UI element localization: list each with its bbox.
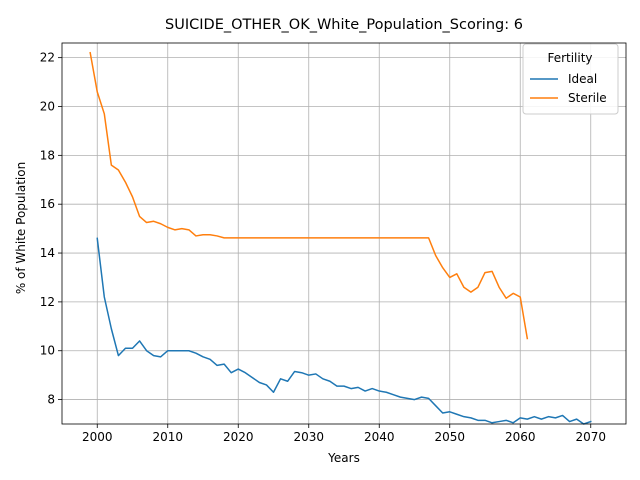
x-tick-label: 2020 (223, 430, 254, 444)
x-tick-label: 2000 (82, 430, 113, 444)
series-line-sterile (89, 51, 529, 340)
y-tick-label: 10 (40, 344, 55, 358)
y-tick-label: 12 (40, 295, 55, 309)
y-tick-label: 22 (40, 51, 55, 65)
y-tick-label: 20 (40, 100, 55, 114)
axis-ticks: 2000 2010 2020 2030 2040 2050 2060 2070 8 10 12 14 1… (40, 51, 606, 444)
x-tick-label: 2060 (505, 430, 536, 444)
y-tick-label: 16 (40, 197, 55, 211)
legend-title: Fertility (547, 51, 592, 65)
legend-label-sterile: Sterile (568, 91, 607, 105)
series-line-ideal (96, 237, 592, 425)
legend-label-ideal: Ideal (568, 72, 597, 86)
x-tick-label: 2040 (364, 430, 395, 444)
x-tick-label: 2010 (152, 430, 183, 444)
chart-title: SUICIDE_OTHER_OK_White_Population_Scorin… (165, 17, 523, 33)
x-tick-label: 2070 (575, 430, 606, 444)
series-lines (89, 51, 592, 425)
plot-frame (61, 42, 627, 425)
x-axis-label: Years (327, 451, 360, 465)
legend-box (522, 43, 619, 115)
y-tick-label: 18 (40, 148, 55, 162)
legend: Fertility Ideal Sterile (522, 43, 619, 115)
y-axis-label: % of White Population (14, 162, 28, 294)
y-tick-label: 14 (40, 246, 55, 260)
x-tick-label: 2030 (293, 430, 324, 444)
x-tick-label: 2050 (434, 430, 465, 444)
grid-lines (62, 43, 626, 424)
y-tick-label: 8 (47, 393, 55, 407)
